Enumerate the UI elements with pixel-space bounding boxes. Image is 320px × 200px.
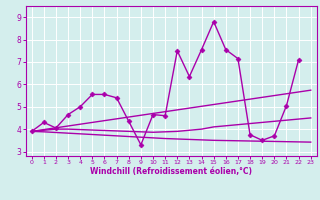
- X-axis label: Windchill (Refroidissement éolien,°C): Windchill (Refroidissement éolien,°C): [90, 167, 252, 176]
